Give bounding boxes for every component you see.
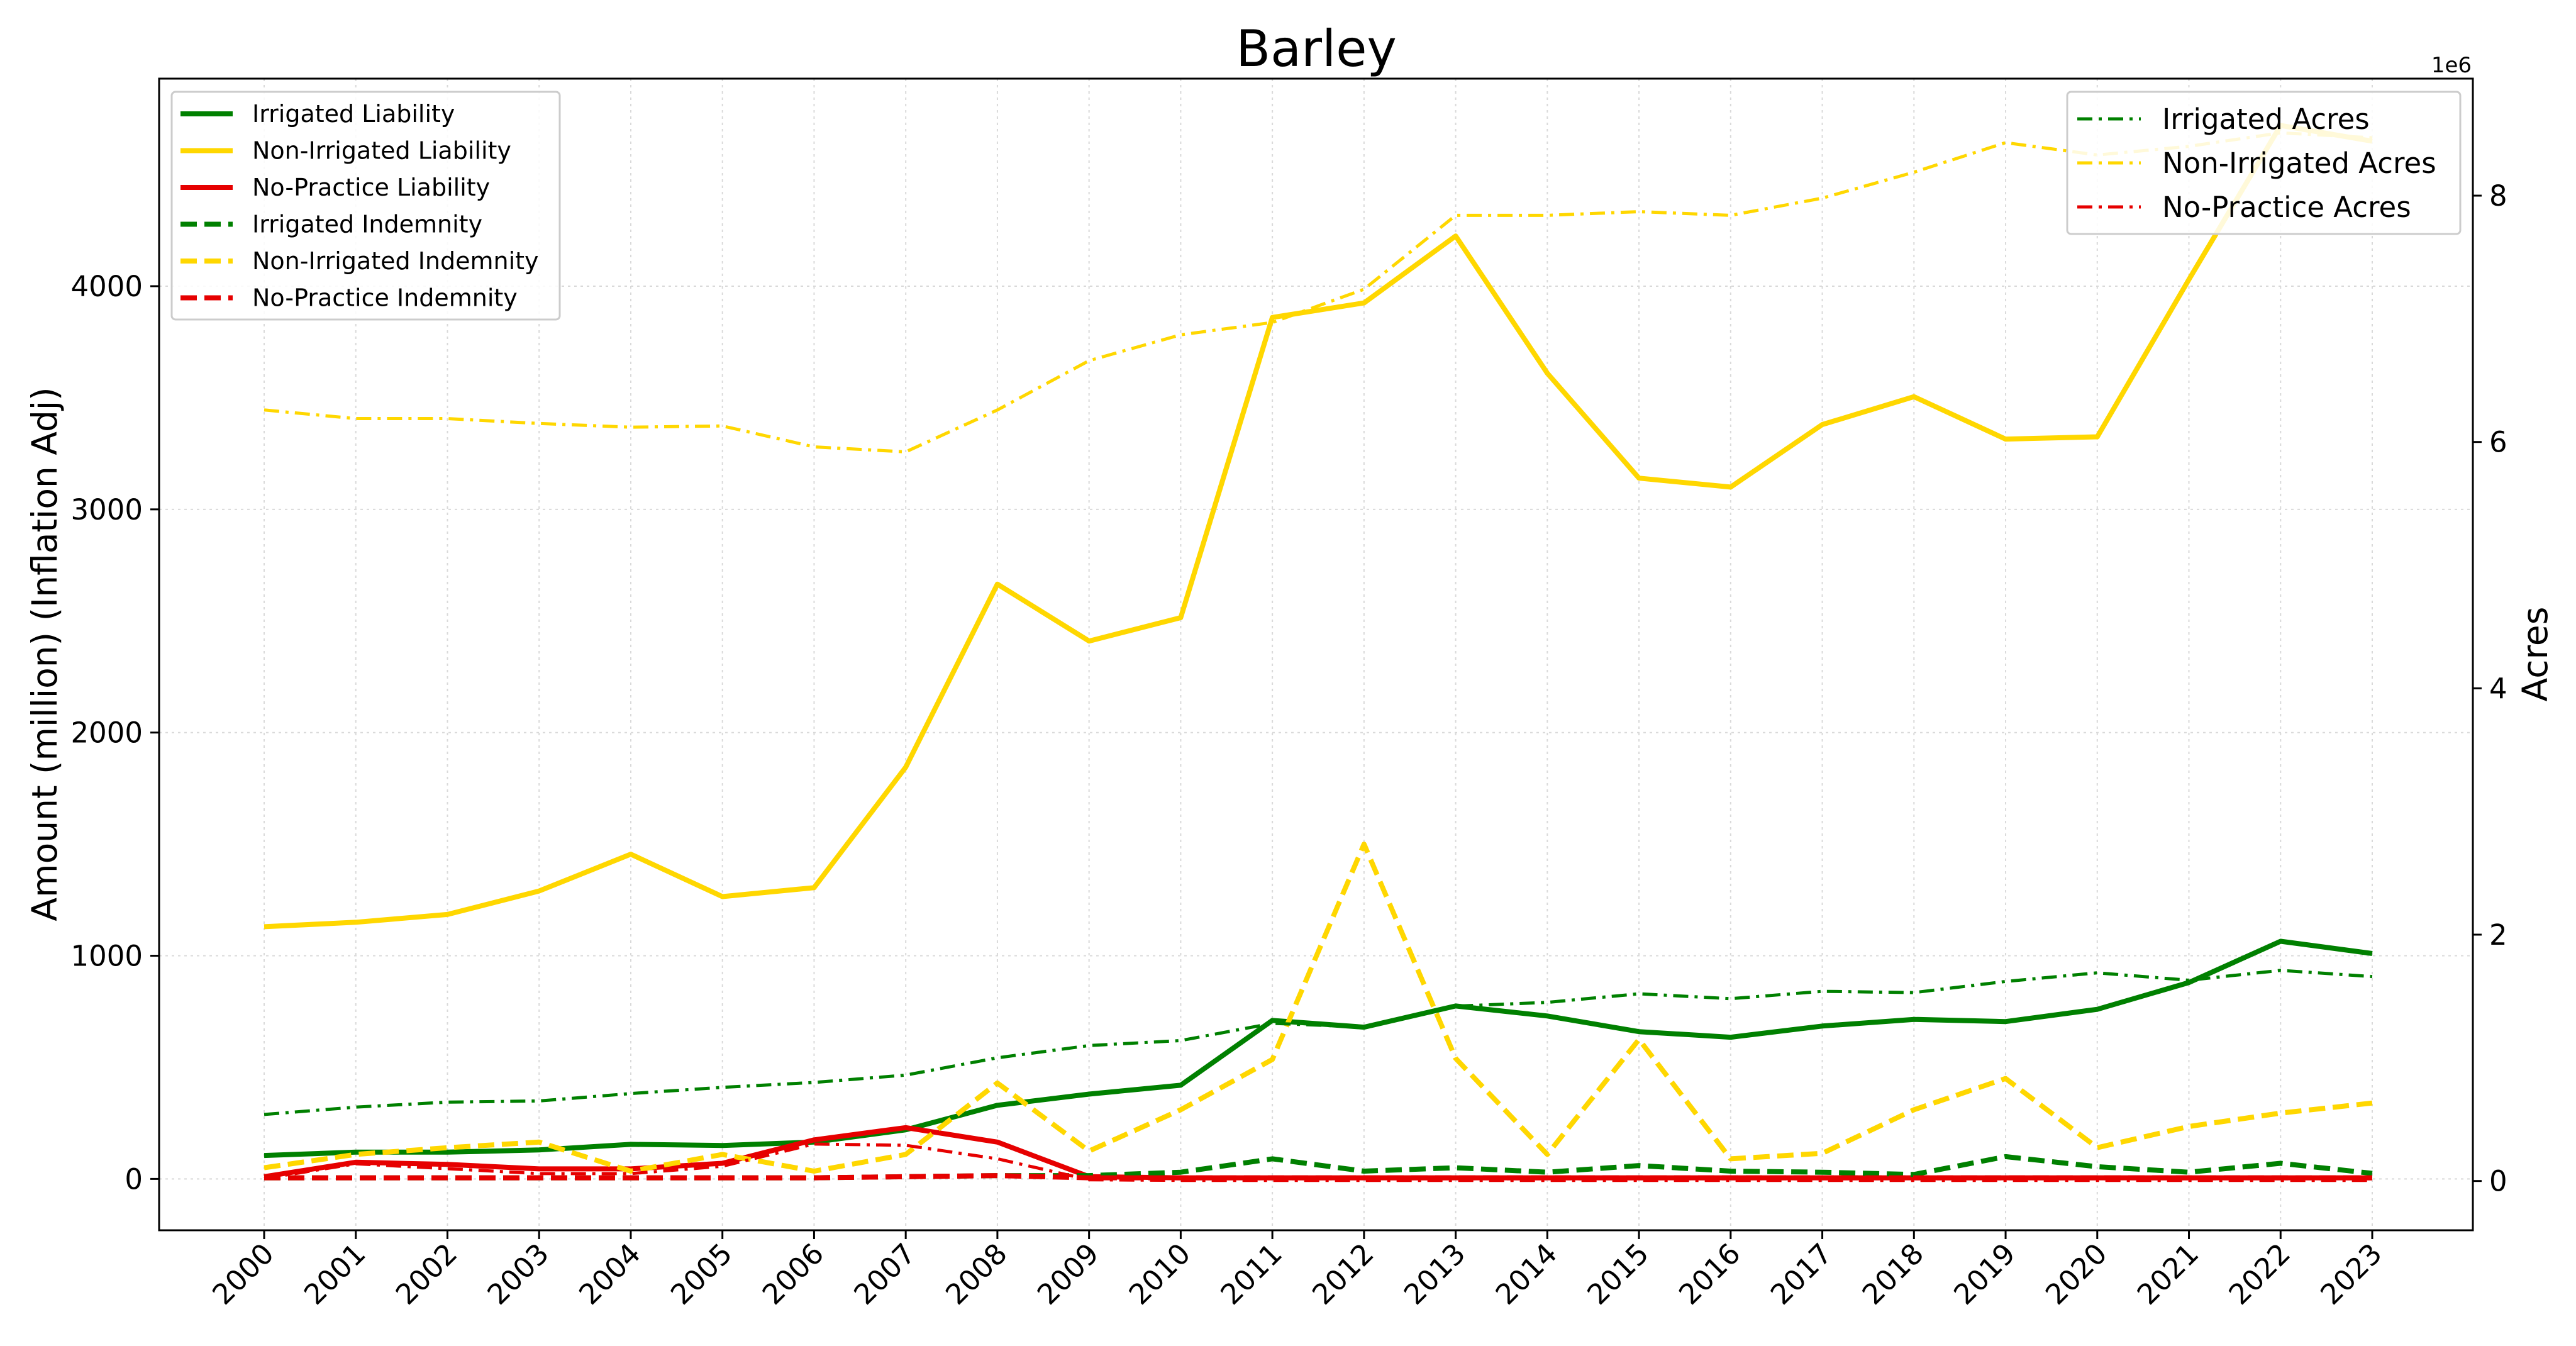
series-line-non-irrigated-indemnity [264, 842, 2373, 1174]
legend-left-frame [170, 91, 561, 321]
y-tick-label-3000: 3000 [70, 493, 143, 526]
y-axis-right: 0 2 4 6 8 [2473, 179, 2507, 1198]
legend-right-frame [2066, 91, 2462, 235]
y-axis-left-title: Amount (million) (Inflation Adj) [25, 387, 65, 921]
y2-tick-label-2: 2 [2489, 918, 2507, 952]
y-tick-label-2000: 2000 [70, 716, 143, 750]
series-line-irrigated-acres [264, 969, 2373, 1116]
legend-label-irrigated-acres: Irrigated Acres [2162, 103, 2370, 136]
legend-label-no-practice-acres: No-Practice Acres [2162, 191, 2411, 224]
series-line-no-practice-acres [264, 1142, 2372, 1182]
legend-label-irrigated-indemnity: Irrigated Indemnity [252, 211, 482, 238]
series-lines [264, 123, 2373, 1182]
legend-label-non-irrigated-acres: Non-Irrigated Acres [2162, 147, 2436, 180]
series-line-no-practice-indemnity [264, 1173, 2372, 1181]
series-line-non-irrigated-liability [264, 123, 2373, 930]
legend-left: Irrigated Liability Non-Irrigated Liabili… [170, 91, 561, 321]
y-axis-left: 0 1000 2000 3000 4000 [70, 270, 159, 1196]
chart-title: Barley [1236, 19, 1397, 78]
series-line-non-irrigated-acres [264, 131, 2373, 453]
legend-right: Irrigated Acres Non-Irrigated Acres No-Pra… [2066, 91, 2462, 235]
y-tick-label-0: 0 [125, 1162, 143, 1196]
y2-tick-label-8: 8 [2489, 179, 2507, 213]
y2-tick-label-4: 4 [2489, 672, 2507, 705]
y-axis-right-title: Acres [2515, 607, 2555, 702]
series-line-irrigated-indemnity [264, 1154, 2373, 1181]
y2-tick-label-6: 6 [2489, 426, 2507, 459]
legend-label-no-practice-indemnity: No-Practice Indemnity [252, 284, 518, 312]
legend-label-no-practice-liability: No-Practice Liability [252, 174, 490, 201]
legend-label-non-irrigated-liability: Non-Irrigated Liability [252, 137, 511, 165]
y-axis-right-offset: 1e6 [2431, 53, 2472, 78]
y2-tick-label-0: 0 [2489, 1165, 2507, 1198]
y-tick-label-1000: 1000 [70, 940, 143, 973]
y-tick-label-4000: 4000 [70, 270, 143, 303]
legend-label-non-irrigated-indemnity: Non-Irrigated Indemnity [252, 247, 539, 275]
legend-label-irrigated-liability: Irrigated Liability [252, 100, 455, 128]
plot-frame [158, 77, 2474, 1232]
